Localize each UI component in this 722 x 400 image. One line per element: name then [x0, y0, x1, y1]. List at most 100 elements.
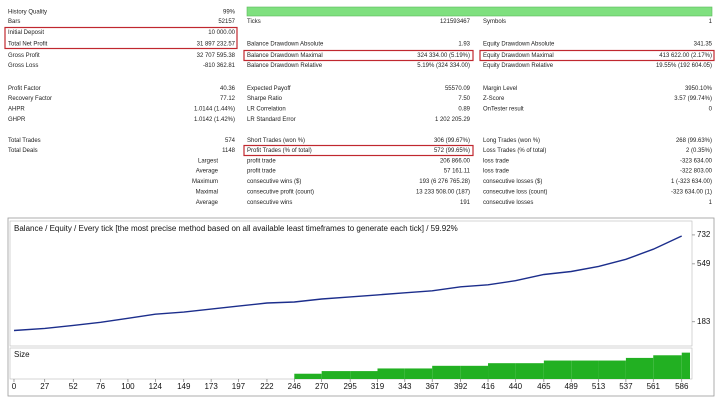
- balance-line: [13, 235, 682, 332]
- row-value: 0: [709, 107, 713, 113]
- size-bar: [350, 371, 378, 379]
- row-value: 1148: [222, 148, 236, 154]
- row-value: 413 622.00 (2.17%): [659, 53, 712, 59]
- row-value: 1: [709, 19, 713, 25]
- row-label: Short Trades (won %): [247, 138, 305, 144]
- row-label: Initial Deposit: [8, 30, 44, 36]
- row-value: 10 000.00: [208, 30, 235, 36]
- row-label: Gross Loss: [8, 63, 38, 69]
- row-value: 121593467: [440, 19, 471, 25]
- row-value: 55570.09: [445, 86, 471, 92]
- row-label: Equity Drawdown Maximal: [483, 53, 554, 59]
- row-value: 19.55% (192 604.05): [656, 63, 712, 69]
- x-tick-label: 52: [69, 382, 78, 391]
- row-value: 2 (0.35%): [686, 148, 712, 154]
- x-tick-label: 465: [537, 382, 551, 391]
- row-label: consecutive profit (count): [247, 190, 314, 196]
- report-table: History Quality 99% Bars 52157 Ticks 12159346…: [8, 10, 713, 207]
- row-value: 268 (99.63%): [676, 138, 712, 144]
- size-bar: [460, 365, 489, 379]
- row-label: Gross Profit: [8, 53, 40, 59]
- size-bar: [571, 360, 599, 379]
- row-value: 306 (99.67%): [434, 138, 470, 144]
- row-label: Balance Drawdown Relative: [247, 63, 323, 69]
- x-tick-label: 100: [121, 382, 135, 391]
- row-label: profit trade: [247, 159, 276, 165]
- highlight-box: [479, 49, 715, 62]
- row-label: Margin Level: [483, 86, 517, 92]
- row-label: Z-Score: [483, 96, 505, 102]
- size-bar: [488, 363, 516, 379]
- row-label: profit trade: [247, 169, 276, 175]
- x-tick-label: 319: [371, 382, 385, 391]
- row-value: 572 (99.65%): [434, 148, 470, 154]
- row-value: 1 (-323 634.00): [671, 179, 712, 185]
- x-tick-label: 513: [592, 382, 606, 391]
- x-tick-label: 222: [260, 382, 274, 391]
- size-bar: [515, 363, 544, 379]
- row-value: 191: [460, 200, 471, 206]
- size-title: Size: [14, 350, 30, 359]
- row-value: Average: [196, 169, 219, 175]
- size-bar: [404, 368, 433, 379]
- size-bar: [321, 371, 351, 379]
- x-tick-label: 173: [204, 382, 218, 391]
- row-value: Maximum: [192, 179, 218, 185]
- highlight-box: [243, 144, 474, 157]
- row-label: Profit Trades (% of total): [247, 148, 312, 154]
- row-label: History Quality: [8, 10, 47, 16]
- x-tick-label: 416: [481, 382, 495, 391]
- row-label: LR Standard Error: [247, 117, 296, 123]
- row-value: 1.93: [458, 42, 470, 48]
- highlight-box: [243, 49, 474, 62]
- row-value: 3950.10%: [685, 86, 713, 92]
- row-value: 3.57 (99.74%): [674, 96, 712, 102]
- row-label: Total Trades: [8, 138, 41, 144]
- x-tick-label: 76: [96, 382, 105, 391]
- row-label: Profit Factor: [8, 86, 41, 92]
- size-bar: [543, 360, 572, 379]
- row-label: Total Net Profit: [8, 42, 48, 48]
- row-label: LR Correlation: [247, 107, 286, 113]
- row-value: 206 866.00: [440, 159, 471, 165]
- x-tick-label: 124: [149, 382, 163, 391]
- row-label: Balance Drawdown Maximal: [247, 53, 323, 59]
- row-value: 52157: [218, 19, 235, 25]
- row-label: Total Deals: [8, 148, 38, 154]
- y-tick-label: 732: [697, 230, 711, 239]
- row-label: AHPR: [8, 107, 25, 113]
- x-tick-label: 0: [12, 382, 17, 391]
- chart: Balance / Equity / Every tick [the most …: [12, 224, 711, 391]
- row-value: 7.50: [458, 96, 470, 102]
- x-tick-label: 392: [454, 382, 468, 391]
- row-label: consecutive wins: [247, 200, 292, 206]
- row-value: 77.12: [220, 96, 236, 102]
- x-tick-label: 149: [177, 382, 191, 391]
- row-value: 13 233 508.00 (187): [416, 190, 470, 196]
- balance-panel: [9, 220, 693, 347]
- size-bar: [625, 357, 654, 379]
- row-value: -322 803.00: [680, 169, 713, 175]
- x-tick-label: 246: [288, 382, 302, 391]
- row-label: Equity Drawdown Relative: [483, 63, 554, 69]
- row-label: Symbols: [483, 19, 506, 25]
- row-label: Loss Trades (% of total): [483, 148, 546, 154]
- x-tick-label: 586: [675, 382, 689, 391]
- row-value: -810 362.81: [203, 63, 236, 69]
- row-value: Largest: [198, 159, 218, 165]
- x-tick-label: 537: [619, 382, 633, 391]
- x-tick-label: 561: [647, 382, 661, 391]
- highlight-box: [4, 26, 238, 50]
- y-tick-label: 183: [697, 317, 711, 326]
- row-value: 193 (6 276 765.28): [419, 179, 470, 185]
- size-bar: [598, 360, 626, 379]
- row-label: OnTester result: [483, 107, 524, 113]
- row-label: loss trade: [483, 169, 510, 175]
- row-label: consecutive losses ($): [483, 179, 542, 185]
- row-value: 1 202 205.29: [435, 117, 471, 123]
- row-label: loss trade: [483, 159, 510, 165]
- size-bar: [653, 355, 682, 379]
- row-value: Average: [196, 200, 219, 206]
- x-tick-label: 440: [509, 382, 523, 391]
